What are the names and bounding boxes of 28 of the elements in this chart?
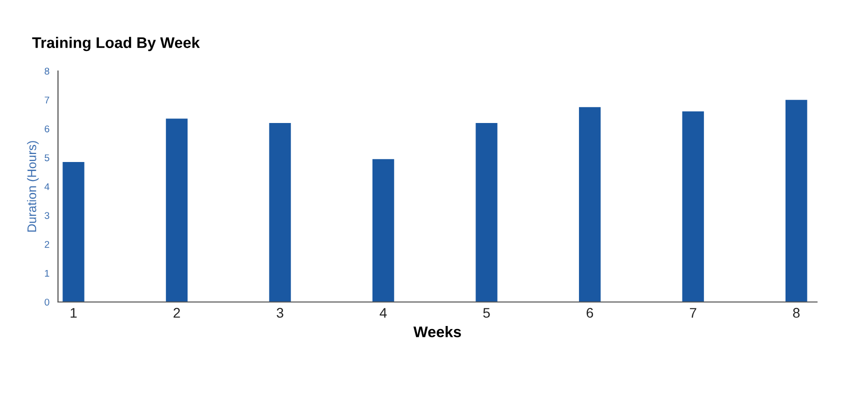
x-tick-label: 8 [793,308,800,318]
bar [372,159,394,302]
x-tick-label: 1 [70,308,77,318]
y-tick-label: 2 [44,240,50,248]
y-tick-label: 8 [44,68,50,75]
y-tick-label: 4 [44,183,50,190]
bar [578,107,601,302]
bar [682,111,704,302]
x-axis-title: Weeks [413,326,461,338]
y-tick-label: 1 [45,270,50,277]
x-tick-label: 7 [690,308,696,318]
bar [166,118,188,302]
x-tick-label: 6 [586,308,594,318]
y-tick-label: 5 [44,154,50,162]
bar [269,122,291,302]
bar [62,162,84,302]
y-tick-label: 0 [44,298,50,306]
x-tick-label: 3 [276,308,284,318]
x-tick-label: 2 [174,308,180,318]
bar [786,100,808,302]
x-tick-label: 4 [380,308,387,318]
y-tick-label: 6 [44,125,50,132]
chart-title: Training Load By Week [32,36,200,52]
y-tick-label: 7 [44,96,50,104]
bar [476,122,498,302]
y-axis-title: Duration (Hours) [27,141,39,232]
y-tick-label: 3 [44,212,50,219]
x-tick-label: 5 [483,308,490,318]
